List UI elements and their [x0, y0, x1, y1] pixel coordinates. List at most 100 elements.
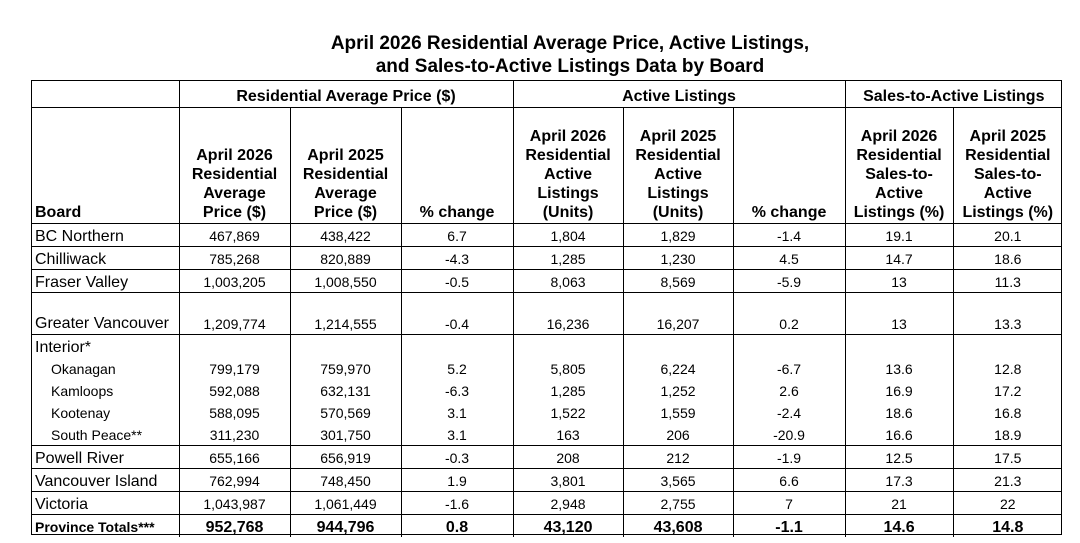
cell-s25: 22 — [952, 491, 1063, 515]
cell-s26: 21 — [844, 491, 954, 515]
cell-p26: 762,994 — [178, 468, 290, 492]
cell-a26: 163 — [512, 423, 624, 446]
cell-s26: 16.6 — [844, 423, 954, 446]
cell-a25: 6,224 — [622, 357, 734, 379]
cell-s26: 12.5 — [844, 445, 954, 469]
cell-ac: 2.6 — [732, 379, 846, 401]
cell-a25: 1,252 — [622, 379, 734, 401]
cell-p25: 759,970 — [289, 357, 401, 379]
cell-p25: 1,214,555 — [289, 292, 401, 335]
cell-a26: 1,522 — [512, 401, 624, 423]
cell-s25: 21.3 — [952, 468, 1063, 492]
col-header-price-2026: April 2026 Residential Average Price ($) — [178, 107, 290, 224]
table-row: BC Northern 467,869 438,422 6.7 1,804 1,829 -1… — [31, 223, 1063, 247]
cell-a26: 208 — [512, 445, 624, 469]
cell-p26: 799,179 — [178, 357, 290, 379]
table-row: Okanagan 799,179 759,970 5.2 5,805 6,224 -6.7 1… — [31, 357, 1063, 379]
cell-a26: 43,120 — [512, 514, 624, 537]
cell-a26 — [512, 334, 624, 357]
cell-ac: -6.7 — [732, 357, 846, 379]
cell-a25: 2,755 — [622, 491, 734, 515]
cell-s25: 14.8 — [952, 514, 1063, 537]
cell-p26: 467,869 — [178, 223, 290, 247]
title-line-1: April 2026 Residential Average Price, Ac… — [330, 33, 810, 54]
table-row: Greater Vancouver 1,209,774 1,214,555 -0.4 1… — [31, 292, 1063, 335]
cell-s26: 13 — [844, 292, 954, 335]
col-header-active-2026: April 2026 Residential Active Listings (… — [512, 107, 624, 224]
col-header-sal-2026: April 2026 Residential Sales-to-Active L… — [844, 107, 954, 224]
cell-p26 — [178, 334, 290, 357]
cell-s26: 14.7 — [844, 246, 954, 270]
table-row: Vancouver Island 762,994 748,450 1.9 3,801 3,… — [31, 468, 1063, 492]
cell-p26: 588,095 — [178, 401, 290, 423]
cell-s26: 19.1 — [844, 223, 954, 247]
column-header-row: Board April 2026 Residential Average Pri… — [31, 107, 1063, 224]
cell-s25: 12.8 — [952, 357, 1063, 379]
cell-pc: -0.3 — [400, 445, 514, 469]
group-header-avg-price: Residential Average Price ($) — [178, 80, 514, 108]
cell-ac: 6.6 — [732, 468, 846, 492]
title-line-2: and Sales-to-Active Listings Data by Boa… — [375, 56, 765, 77]
cell-p25: 632,131 — [289, 379, 401, 401]
cell-ac: -1.9 — [732, 445, 846, 469]
cell-a26: 8,063 — [512, 269, 624, 293]
cell-p26: 1,209,774 — [178, 292, 290, 335]
cell-pc: 1.9 — [400, 468, 514, 492]
cell-s26: 14.6 — [844, 514, 954, 537]
cell-s25: 18.6 — [952, 246, 1063, 270]
cell-board: Interior* — [31, 334, 179, 357]
table-row: Kootenay 588,095 570,569 3.1 1,522 1,559 -2.4 1… — [31, 401, 1063, 423]
cell-a26: 1,804 — [512, 223, 624, 247]
cell-s26 — [844, 334, 954, 357]
cell-pc: 6.7 — [400, 223, 514, 247]
cell-a25: 8,569 — [622, 269, 734, 293]
col-header-price-2025: April 2025 Residential Average Price ($) — [289, 107, 401, 224]
cell-ac — [732, 334, 846, 357]
col-header-sal-2025: April 2025 Residential Sales-to-Active L… — [952, 107, 1063, 224]
cell-board: Kamloops — [51, 383, 114, 399]
cell-ac: 7 — [732, 491, 846, 515]
cell-ac: -2.4 — [732, 401, 846, 423]
cell-board: Fraser Valley — [31, 269, 179, 293]
cell-ac: 0.2 — [732, 292, 846, 335]
cell-a25 — [622, 334, 734, 357]
cell-s26: 13.6 — [844, 357, 954, 379]
col-header-active-change: % change — [732, 107, 846, 224]
cell-p25: 438,422 — [289, 223, 401, 247]
cell-a26: 1,285 — [512, 379, 624, 401]
cell-p25: 820,889 — [289, 246, 401, 270]
cell-board: Okanagan — [51, 361, 116, 377]
cell-p26: 952,768 — [178, 514, 290, 537]
cell-ac: -1.4 — [732, 223, 846, 247]
cell-ac: 4.5 — [732, 246, 846, 270]
cell-ac: -5.9 — [732, 269, 846, 293]
table-row: Kamloops 592,088 632,131 -6.3 1,285 1,252 2.6 1… — [31, 379, 1063, 401]
table-row: Chilliwack 785,268 820,889 -4.3 1,285 1,230 4.… — [31, 246, 1063, 270]
cell-board: Victoria — [31, 491, 179, 515]
cell-s25: 20.1 — [952, 223, 1063, 247]
table-row: Powell River 655,166 656,919 -0.3 208 212 -1.9… — [31, 445, 1063, 469]
cell-board: South Peace** — [51, 427, 143, 443]
cell-a25: 1,559 — [622, 401, 734, 423]
cell-p25: 748,450 — [289, 468, 401, 492]
cell-p26: 655,166 — [178, 445, 290, 469]
cell-p25: 656,919 — [289, 445, 401, 469]
cell-a26: 2,948 — [512, 491, 624, 515]
cell-board: Vancouver Island — [31, 468, 179, 492]
cell-a25: 206 — [622, 423, 734, 446]
cell-s25: 17.5 — [952, 445, 1063, 469]
cell-pc: 3.1 — [400, 423, 514, 446]
cell-a26: 3,801 — [512, 468, 624, 492]
cell-s26: 16.9 — [844, 379, 954, 401]
cell-board: Greater Vancouver — [31, 292, 179, 335]
group-header-active-listings: Active Listings — [512, 80, 846, 108]
col-header-price-change: % change — [400, 107, 514, 224]
col-header-active-2025: April 2025 Residential Active Listings (… — [622, 107, 734, 224]
cell-s25 — [952, 334, 1063, 357]
cell-p26: 311,230 — [178, 423, 290, 446]
cell-pc: -1.6 — [400, 491, 514, 515]
cell-board: Province Totals*** — [31, 514, 179, 537]
cell-p26: 1,043,987 — [178, 491, 290, 515]
table-row: Fraser Valley 1,003,205 1,008,550 -0.5 8,063… — [31, 269, 1063, 293]
board-data-table: Residential Average Price ($) Active Lis… — [31, 80, 1063, 537]
